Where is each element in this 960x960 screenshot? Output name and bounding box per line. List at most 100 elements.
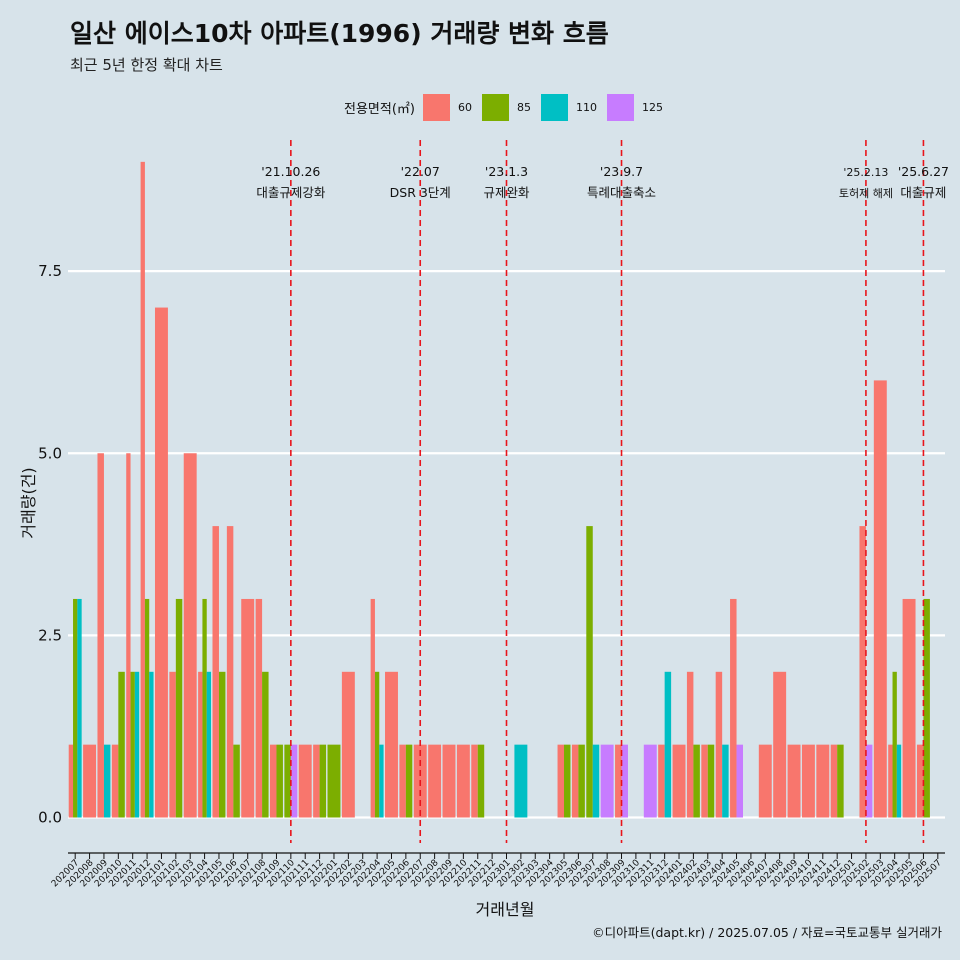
bar-202309-125 bbox=[621, 744, 628, 818]
bar-202211-85 bbox=[477, 744, 485, 818]
bar-202506-60 bbox=[916, 744, 924, 818]
bar-202312-110 bbox=[664, 671, 672, 818]
legend-label-110: 110 bbox=[575, 100, 597, 114]
bar-202110-125 bbox=[290, 744, 298, 818]
bar-202502-125 bbox=[865, 744, 873, 818]
source-caption: ©디아파트(dapt.kr) / 2025.07.05 / 자료=국토교통부 실… bbox=[592, 925, 942, 940]
bar-202012-85 bbox=[144, 598, 150, 818]
bar-202102-85 bbox=[175, 598, 183, 818]
bar-202412-60 bbox=[830, 744, 838, 818]
event-date-label: '23.9.7 bbox=[600, 164, 643, 179]
legend: 전용면적(㎡) 60 85 110 125 bbox=[344, 93, 673, 121]
event-date-label: '25.6.27 bbox=[898, 164, 949, 179]
bar-202306-60 bbox=[571, 744, 579, 818]
bar-202504-110 bbox=[896, 744, 902, 818]
bar-202405-125 bbox=[736, 744, 744, 818]
bar-202206-85 bbox=[405, 744, 413, 818]
bar-202502-60 bbox=[859, 526, 866, 818]
bar-202309-60 bbox=[615, 744, 622, 818]
legend-title: 전용면적(㎡) bbox=[344, 101, 415, 117]
y-tick-label: 7.5 bbox=[38, 262, 62, 280]
bar-202103-60 bbox=[183, 453, 197, 818]
bar-202410-60 bbox=[801, 744, 815, 818]
bar-202104-60 bbox=[198, 671, 203, 818]
event-date-label: '25.2.13 bbox=[843, 166, 888, 179]
legend-item-60: 60 bbox=[422, 93, 472, 121]
bar-202401-60 bbox=[672, 744, 686, 818]
bar-202404-60 bbox=[715, 671, 723, 818]
event-name-label: 규제완화 bbox=[483, 185, 530, 200]
bar-202407-60 bbox=[758, 744, 772, 818]
legend-swatch-85 bbox=[481, 93, 509, 121]
bar-202504-85 bbox=[892, 671, 897, 818]
bar-202211-60 bbox=[471, 744, 478, 818]
bar-202109-60 bbox=[269, 744, 277, 818]
legend-swatch-60 bbox=[422, 93, 450, 121]
bar-202011-60 bbox=[126, 453, 131, 818]
bar-202307-110 bbox=[592, 744, 600, 818]
bar-202201-85 bbox=[327, 744, 341, 818]
bar-202008-60 bbox=[83, 744, 97, 818]
legend-item-85: 85 bbox=[481, 93, 531, 121]
bar-202105-85 bbox=[218, 671, 226, 818]
chart-subtitle: 최근 5년 한정 확대 차트 bbox=[70, 56, 223, 74]
bar-202106-85 bbox=[233, 744, 240, 818]
bar-202101-60 bbox=[154, 307, 168, 818]
legend-swatch-110 bbox=[540, 93, 568, 121]
bar-202010-85 bbox=[118, 671, 125, 818]
legend-swatch-125 bbox=[606, 93, 634, 121]
event-date-label: '21.10.26 bbox=[261, 164, 320, 179]
bar-202010-60 bbox=[111, 744, 119, 818]
bar-202305-60 bbox=[557, 744, 565, 818]
bar-202007-60 bbox=[68, 744, 74, 818]
bar-202109-85 bbox=[276, 744, 283, 818]
legend-label-125: 125 bbox=[641, 100, 663, 114]
bar-202007-110 bbox=[77, 598, 82, 818]
bar-202204-60 bbox=[370, 598, 375, 818]
bar-202308-125 bbox=[600, 744, 614, 818]
bar-202110-85 bbox=[284, 744, 291, 818]
bar-202209-60 bbox=[442, 744, 456, 818]
bar-202307-85 bbox=[586, 526, 593, 818]
bar-202311-125 bbox=[643, 744, 657, 818]
bar-202503-60 bbox=[873, 380, 887, 818]
bar-202506-85 bbox=[923, 598, 930, 818]
y-axis-title: 거래량(건) bbox=[19, 467, 38, 538]
legend-item-110: 110 bbox=[540, 93, 597, 121]
bar-202105-60 bbox=[212, 526, 219, 818]
bar-202012-110 bbox=[149, 671, 154, 818]
bar-202210-60 bbox=[456, 744, 470, 818]
bar-202202-60 bbox=[341, 671, 355, 818]
bar-202112-60 bbox=[313, 744, 320, 818]
bar-202405-60 bbox=[730, 598, 737, 818]
event-name-label: 대출규제강화 bbox=[256, 185, 326, 200]
event-name-label: 특례대출축소 bbox=[587, 185, 656, 200]
bar-202106-60 bbox=[226, 526, 234, 818]
y-tick-label: 2.5 bbox=[38, 626, 62, 644]
bar-202404-110 bbox=[722, 744, 729, 818]
bar-202409-60 bbox=[787, 744, 801, 818]
bar-202204-110 bbox=[379, 744, 384, 818]
bar-202403-60 bbox=[701, 744, 708, 818]
bar-202411-60 bbox=[816, 744, 830, 818]
bar-202009-60 bbox=[97, 453, 104, 818]
bar-202011-85 bbox=[130, 671, 135, 818]
event-name-label: 토허제 해제 bbox=[839, 186, 893, 200]
event-name-label: 대출규제 bbox=[900, 185, 946, 200]
bar-202104-110 bbox=[206, 671, 212, 818]
bar-202104-85 bbox=[202, 598, 207, 818]
bar-202402-60 bbox=[686, 671, 694, 818]
bar-202306-85 bbox=[578, 744, 585, 818]
bar-202107-60 bbox=[241, 598, 255, 818]
bar-202012-60 bbox=[140, 161, 145, 818]
event-name-label: DSR 3단계 bbox=[390, 185, 451, 200]
bar-202302-110 bbox=[514, 744, 528, 818]
bar-202108-85 bbox=[262, 671, 269, 818]
y-tick-label: 0.0 bbox=[38, 809, 62, 827]
bar-202108-60 bbox=[255, 598, 263, 818]
legend-label-60: 60 bbox=[457, 100, 472, 114]
bar-202205-60 bbox=[385, 671, 398, 818]
bar-202402-85 bbox=[693, 744, 700, 818]
